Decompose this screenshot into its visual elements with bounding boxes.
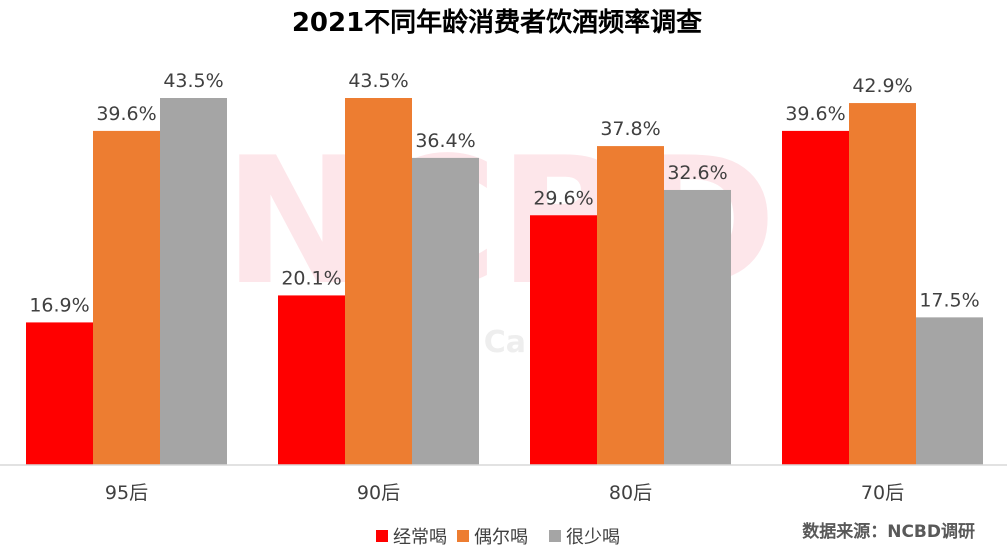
bar-1-1 <box>345 98 412 465</box>
x-tick-label-1: 90后 <box>357 482 400 504</box>
bar-3-1 <box>849 103 916 465</box>
x-tick-label-2: 80后 <box>609 482 652 504</box>
bar-0-0 <box>26 322 93 465</box>
bar-2-0 <box>530 215 597 465</box>
x-tick-label-0: 95后 <box>105 482 148 504</box>
bar-2-2 <box>664 189 731 465</box>
data-label-1-0: 20.1% <box>281 267 341 289</box>
legend-label-1: 偶尔喝 <box>474 527 528 548</box>
legend-swatch-1 <box>457 530 469 542</box>
data-label-3-1: 42.9% <box>852 75 912 97</box>
data-label-2-0: 29.6% <box>533 187 593 209</box>
data-label-2-2: 32.6% <box>667 162 727 184</box>
bar-3-0 <box>782 130 849 465</box>
data-label-3-2: 17.5% <box>919 289 979 311</box>
value-labels-group: 16.9% 39.6% 43.5% 20.1% 43.5% 36.4% 29.6% 37.8%… <box>29 70 979 316</box>
x-tick-labels: 95后 90后 80后 70后 <box>105 482 904 504</box>
legend-swatch-0 <box>376 530 388 542</box>
legend: 经常喝 偶尔喝 很少喝 <box>376 527 620 548</box>
data-label-3-0: 39.6% <box>785 103 845 125</box>
legend-swatch-2 <box>549 530 561 542</box>
bar-1-2 <box>412 157 479 465</box>
legend-label-0: 经常喝 <box>393 527 447 548</box>
source-note: 数据来源：NCBD调研 <box>802 521 975 542</box>
data-label-0-1: 39.6% <box>96 103 156 125</box>
data-label-0-0: 16.9% <box>29 294 89 316</box>
bar-3-2 <box>916 317 983 465</box>
data-label-2-1: 37.8% <box>600 118 660 140</box>
data-label-0-2: 43.5% <box>163 70 223 92</box>
x-tick-label-3: 70后 <box>861 482 904 504</box>
bars-group <box>26 98 983 465</box>
bar-0-1 <box>93 130 160 465</box>
data-label-1-1: 43.5% <box>348 70 408 92</box>
bar-0-2 <box>160 98 227 465</box>
legend-label-2: 很少喝 <box>566 527 620 548</box>
bar-2-1 <box>597 146 664 465</box>
data-label-1-2: 36.4% <box>415 130 475 152</box>
chart-title: 2021不同年龄消费者饮酒频率调查 <box>292 7 702 38</box>
bar-1-0 <box>278 295 345 465</box>
